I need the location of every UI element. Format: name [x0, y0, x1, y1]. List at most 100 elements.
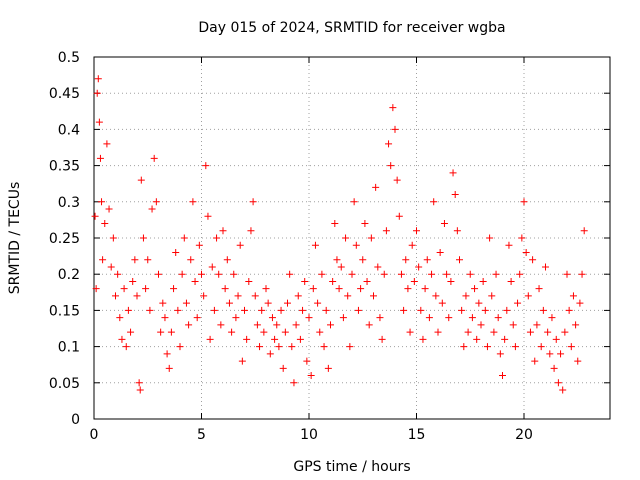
data-point: [501, 335, 509, 343]
data-point: [580, 227, 588, 235]
data-point: [264, 299, 272, 307]
y-tick-label: 0.4: [58, 122, 80, 138]
x-tick-label: 5: [197, 427, 206, 443]
data-point: [107, 263, 115, 271]
data-point: [98, 198, 106, 206]
data-point: [367, 234, 375, 242]
data-point: [548, 314, 556, 322]
data-point: [428, 270, 436, 278]
data-point: [404, 285, 412, 293]
y-tick-label: 0.5: [58, 50, 80, 66]
data-point: [206, 335, 214, 343]
data-point: [417, 306, 425, 314]
data-point: [346, 343, 354, 351]
data-point: [200, 292, 208, 300]
data-point: [204, 212, 212, 220]
data-point: [286, 270, 294, 278]
data-point: [124, 306, 132, 314]
data-point: [370, 292, 377, 300]
data-point: [136, 386, 144, 394]
data-point: [537, 343, 545, 351]
y-tick-label: 0.45: [49, 86, 80, 102]
data-point: [253, 321, 261, 329]
data-point: [395, 212, 403, 220]
data-point: [578, 270, 586, 278]
data-point: [490, 328, 498, 336]
data-point: [185, 321, 193, 329]
data-point: [419, 335, 427, 343]
data-point: [451, 191, 459, 199]
data-point: [236, 241, 244, 249]
data-point: [109, 234, 117, 242]
data-point: [178, 270, 186, 278]
data-point: [486, 234, 494, 242]
data-point: [172, 248, 180, 256]
data-point: [393, 176, 401, 184]
data-point: [443, 270, 451, 278]
data-point: [277, 306, 285, 314]
data-point: [400, 306, 408, 314]
data-point: [303, 357, 311, 365]
data-point: [425, 314, 433, 322]
data-point: [92, 285, 100, 293]
data-point: [365, 321, 373, 329]
data-point: [170, 285, 178, 293]
data-point: [344, 292, 352, 300]
data-point: [290, 379, 298, 387]
y-tick-label: 0.05: [49, 376, 80, 392]
data-point: [223, 256, 231, 264]
data-point: [320, 343, 328, 351]
y-tick-label: 0.35: [49, 159, 80, 175]
data-point: [374, 263, 382, 271]
data-point: [256, 343, 264, 351]
data-point: [561, 328, 569, 336]
data-point: [316, 328, 324, 336]
data-point: [112, 292, 119, 300]
data-point: [296, 335, 304, 343]
data-point: [144, 256, 152, 264]
data-point: [475, 299, 483, 307]
data-point: [241, 306, 248, 314]
data-point: [520, 198, 528, 206]
data-point: [546, 350, 554, 358]
data-point: [535, 285, 543, 293]
data-point: [505, 241, 513, 249]
data-point: [189, 198, 197, 206]
data-point: [228, 328, 236, 336]
data-point: [423, 256, 431, 264]
data-point: [410, 277, 418, 285]
data-point: [301, 277, 309, 285]
data-point: [238, 357, 246, 365]
data-point: [94, 75, 102, 83]
data-point: [471, 285, 479, 293]
data-point: [127, 328, 135, 336]
data-point: [318, 270, 326, 278]
data-point: [507, 277, 515, 285]
data-point: [225, 299, 233, 307]
data-point: [413, 227, 420, 235]
data-point: [157, 328, 165, 336]
data-point: [542, 263, 549, 271]
data-point: [434, 328, 442, 336]
data-point: [152, 198, 160, 206]
data-point: [526, 328, 534, 336]
data-point: [120, 285, 128, 293]
data-point: [524, 292, 532, 300]
data-point: [481, 306, 489, 314]
data-point: [217, 321, 225, 329]
data-point: [129, 277, 137, 285]
data-point: [445, 314, 453, 322]
x-axis-label: GPS time / hours: [293, 459, 410, 475]
data-point: [146, 306, 154, 314]
data-point: [397, 270, 405, 278]
data-point: [305, 314, 313, 322]
data-point: [342, 234, 350, 242]
chart-title: Day 015 of 2024, SRMTID for receiver wgb…: [198, 20, 505, 36]
data-point: [408, 241, 416, 249]
data-point: [514, 299, 522, 307]
y-tick-label: 0.15: [49, 303, 80, 319]
data-point: [544, 328, 552, 336]
data-point: [477, 321, 485, 329]
data-point: [167, 328, 175, 336]
data-point: [415, 263, 423, 271]
